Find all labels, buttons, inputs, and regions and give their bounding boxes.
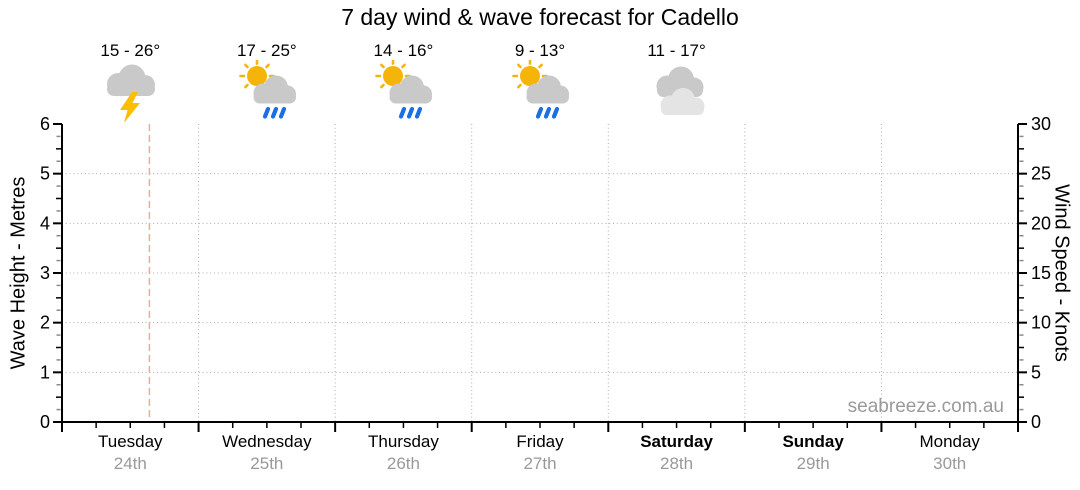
right-tick-label: 15	[1031, 263, 1051, 283]
right-tick-label: 25	[1031, 164, 1051, 184]
day-label-monday: Monday	[919, 432, 980, 451]
left-tick-label: 0	[40, 412, 50, 432]
weather-icon-thunderstorm	[98, 60, 162, 124]
weather-icon-sun-cloud-rain	[235, 60, 299, 124]
date-label-sunday: 29th	[796, 454, 830, 473]
weather-icon-sun-cloud-rain	[371, 60, 435, 124]
right-axis-title: Wind Speed - Knots	[1050, 184, 1073, 362]
date-label-wednesday: 25th	[250, 454, 284, 473]
temperature-range-thursday: 14 - 16°	[373, 41, 434, 60]
weather-icon-sun-cloud-rain	[508, 60, 572, 124]
right-tick-label: 30	[1031, 114, 1051, 134]
left-tick-label: 5	[40, 164, 50, 184]
date-label-tuesday: 24th	[113, 454, 147, 473]
right-tick-label: 10	[1031, 313, 1051, 333]
day-label-sunday: Sunday	[782, 432, 844, 451]
date-label-thursday: 26th	[386, 454, 420, 473]
left-tick-label: 3	[40, 263, 50, 283]
day-label-thursday: Thursday	[367, 432, 439, 451]
date-label-saturday: 28th	[660, 454, 694, 473]
left-tick-label: 4	[40, 213, 50, 233]
day-label-friday: Friday	[516, 432, 564, 451]
right-tick-label: 20	[1031, 213, 1051, 233]
temperature-range-friday: 9 - 13°	[514, 41, 566, 60]
right-tick-label: 0	[1031, 412, 1041, 432]
weather-icon-cloudy	[645, 60, 709, 124]
date-label-friday: 27th	[523, 454, 557, 473]
temperature-range-saturday: 11 - 17°	[647, 41, 706, 60]
left-tick-label: 2	[40, 313, 50, 333]
temperature-range-wednesday: 17 - 25°	[236, 41, 297, 60]
day-label-saturday: Saturday	[640, 432, 713, 451]
day-label-wednesday: Wednesday	[222, 432, 312, 451]
temperature-range-tuesday: 15 - 26°	[100, 41, 161, 60]
date-label-monday: 30th	[933, 454, 967, 473]
left-axis-title: Wave Height - Metres	[7, 176, 30, 370]
right-tick-label: 5	[1031, 362, 1041, 382]
left-tick-label: 1	[40, 362, 50, 382]
left-tick-label: 6	[40, 114, 50, 134]
chart-title: 7 day wind & wave forecast for Cadello	[341, 4, 739, 30]
day-label-tuesday: Tuesday	[97, 432, 163, 451]
watermark: seabreeze.com.au	[847, 396, 1004, 417]
